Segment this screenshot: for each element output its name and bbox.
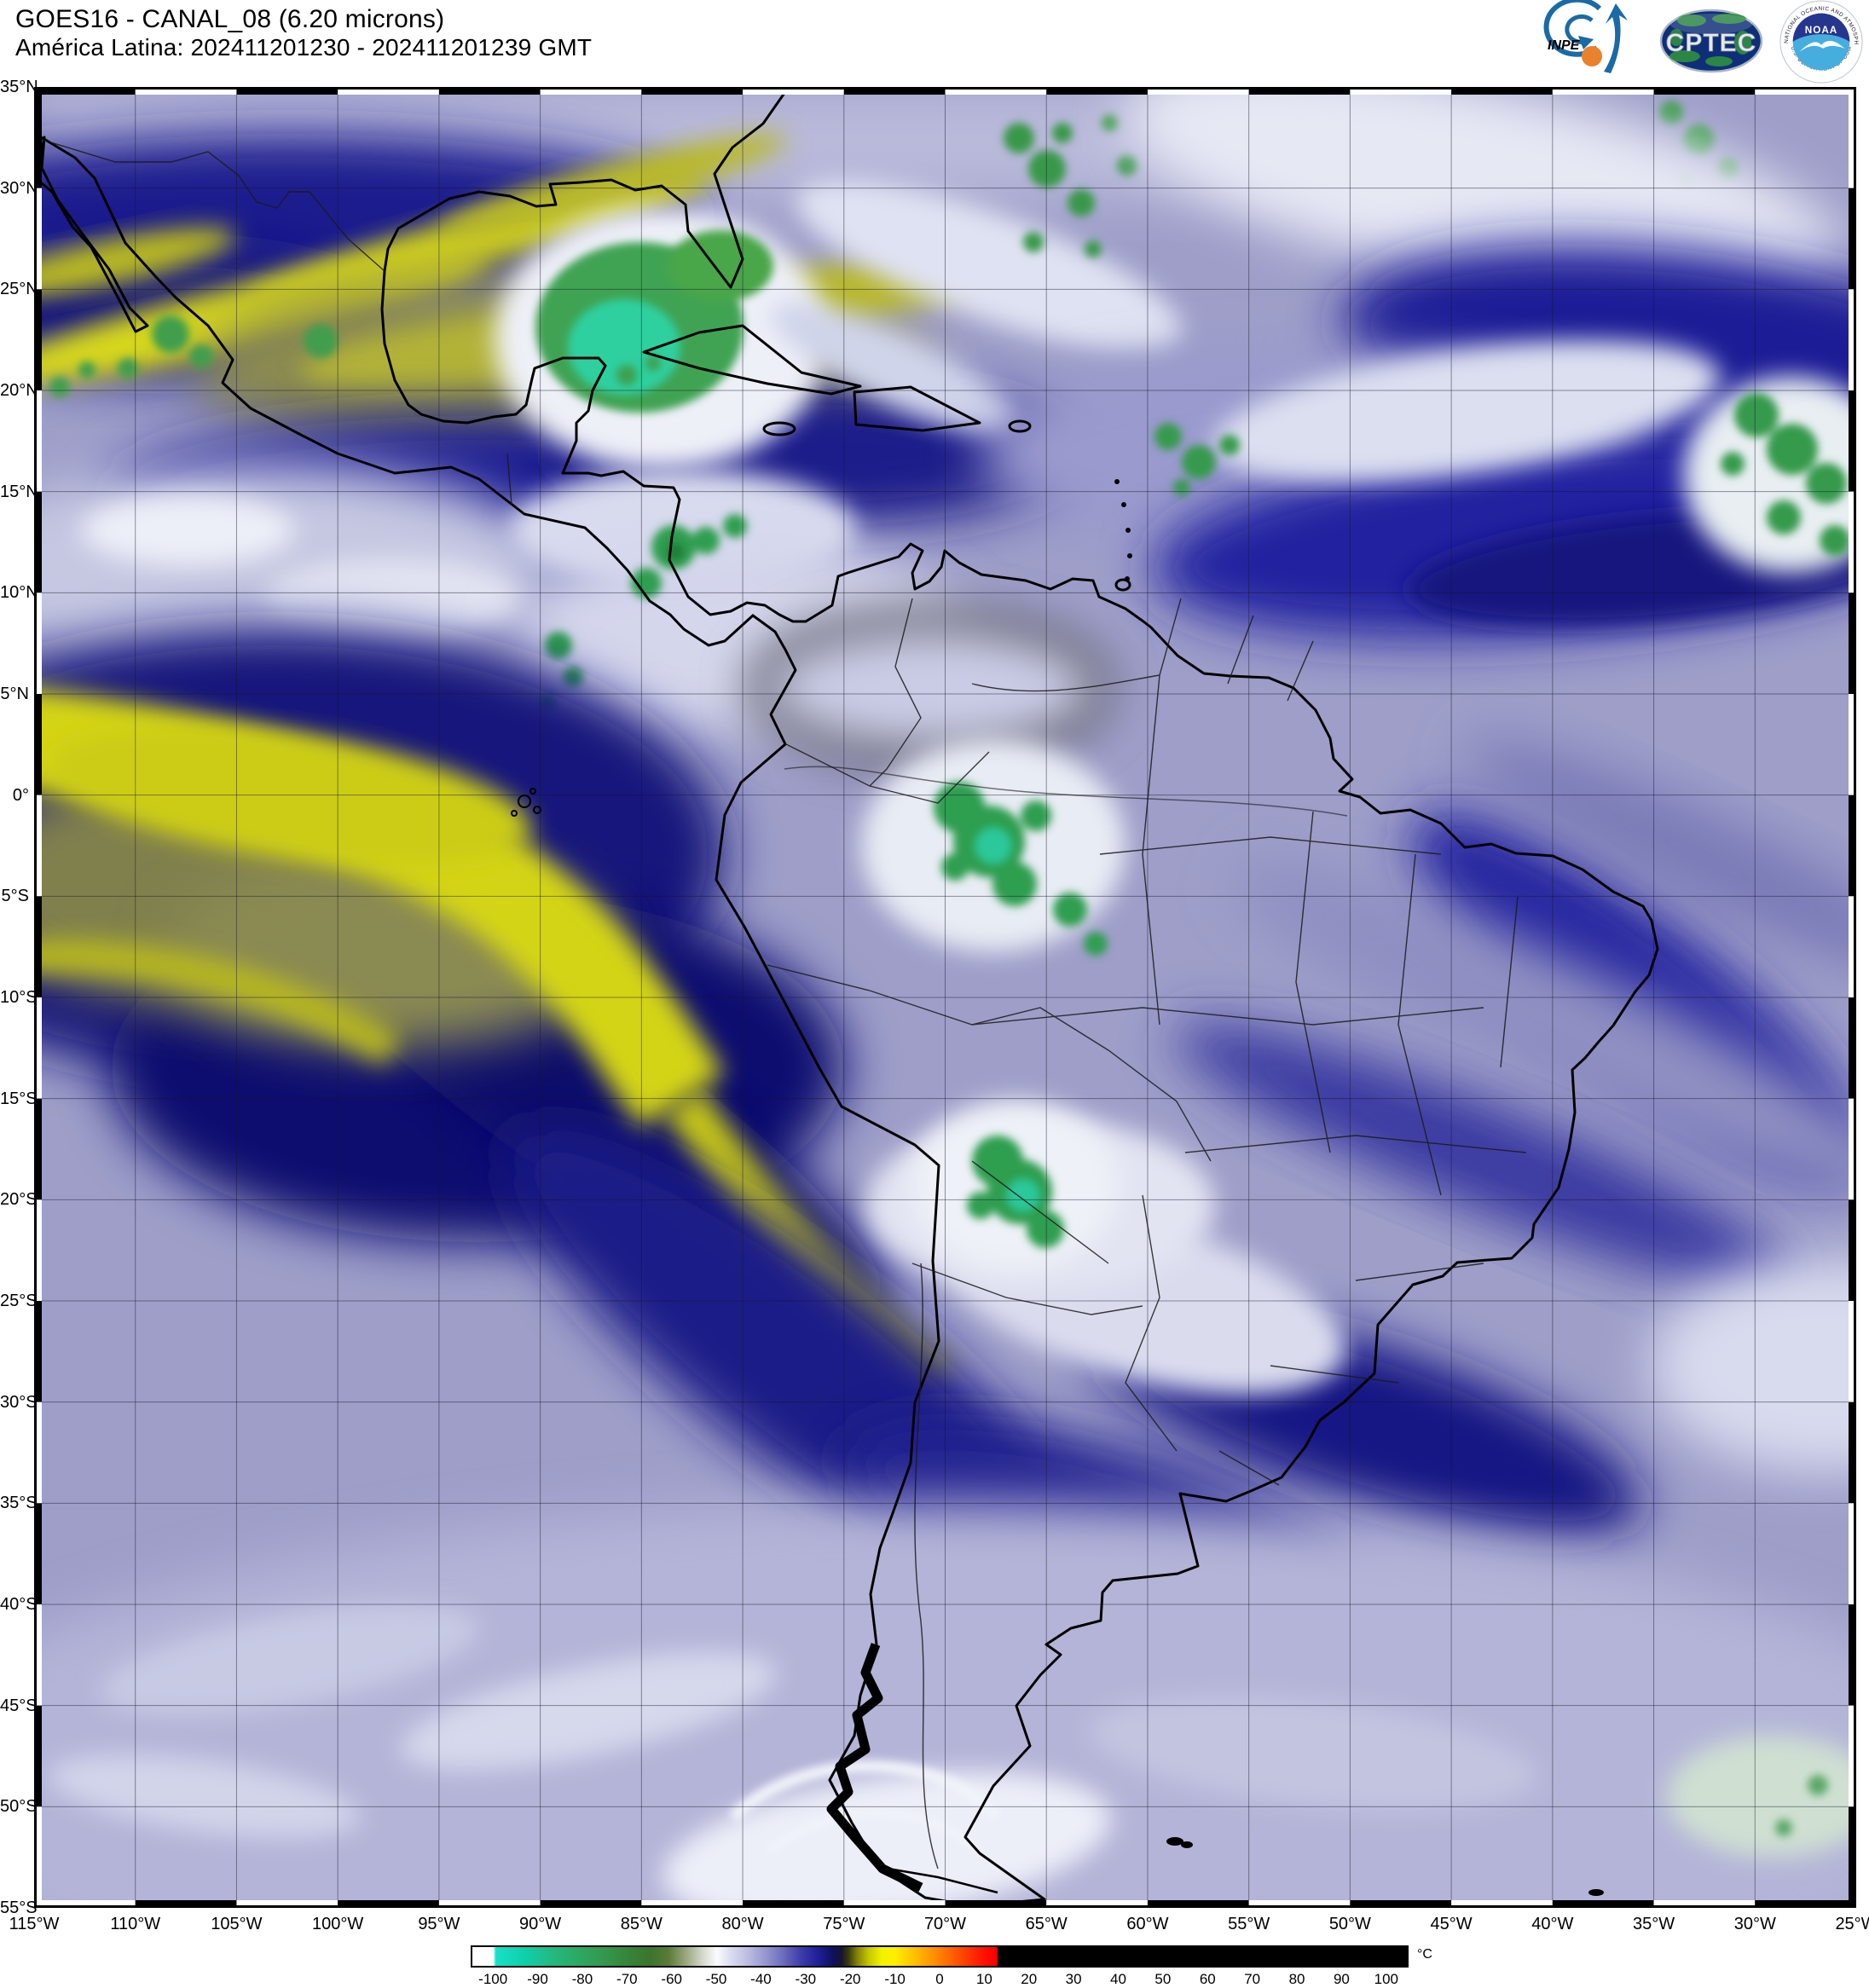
lat-label: 20°N <box>0 381 38 400</box>
lon-label: 70°W <box>923 1915 967 1933</box>
lat-label: 10°N <box>0 583 38 603</box>
coastlines <box>34 87 1659 1908</box>
satellite-map <box>34 87 1856 1908</box>
lon-label: 95°W <box>418 1915 460 1933</box>
map-frame <box>34 87 1856 1908</box>
patagonia-fjords <box>826 1643 923 1892</box>
lon-label: 85°W <box>620 1915 663 1933</box>
satellite-map-image <box>34 87 1856 1908</box>
page-subtitle: América Latina: 202411201230 - 202411201… <box>15 34 593 61</box>
lat-label: 15°N <box>0 482 38 501</box>
colorbar-unit: °C <box>1417 1947 1432 1962</box>
logo-strip: INPE CPTEC NATIONAL OCEANIC AND ATMOSPHE… <box>1537 0 1864 84</box>
colorbar-tick-label: 0 <box>935 1971 944 1987</box>
lat-label: 30°S <box>0 1392 38 1412</box>
lat-label: 5°N <box>0 685 29 703</box>
lon-label: 45°W <box>1430 1915 1473 1933</box>
lat-label: 10°S <box>0 988 38 1007</box>
lat-label: 35°N <box>0 78 38 96</box>
page-title: GOES16 - CANAL_08 (6.20 microns) <box>15 5 445 33</box>
inpe-swirl-icon <box>1543 0 1602 57</box>
lat-label: 55°S <box>0 1898 38 1917</box>
lat-label: 50°S <box>0 1797 38 1817</box>
lon-label: 35°W <box>1632 1915 1675 1933</box>
colorbar-tick-label: -50 <box>705 1971 727 1987</box>
colorbar-tick-label: -20 <box>839 1971 861 1987</box>
colorbar-tick-label: 10 <box>975 1971 992 1987</box>
inpe-arrowhead-icon <box>1578 36 1594 49</box>
lon-label: 55°W <box>1228 1915 1270 1933</box>
noaa-label: NOAA <box>1805 25 1838 36</box>
inpe-inner-arrow-icon <box>1565 14 1594 44</box>
inpe-orange-dot-icon <box>1582 46 1603 66</box>
lat-label: 15°S <box>0 1089 38 1108</box>
lon-label: 75°W <box>823 1915 865 1933</box>
colorbar-tick-label: -90 <box>527 1971 548 1987</box>
lon-label: 105°W <box>211 1915 263 1933</box>
noaa-sky-icon <box>1792 13 1850 42</box>
lat-label: 35°S <box>0 1494 38 1513</box>
colorbar-tick-label: -100 <box>478 1971 508 1987</box>
colorbar-tick-label: 40 <box>1110 1971 1126 1987</box>
lat-label: 45°S <box>0 1696 38 1715</box>
amazon-river <box>784 766 1348 817</box>
lon-label: 100°W <box>312 1915 364 1933</box>
colorbar-tick-label: -70 <box>616 1971 638 1987</box>
lon-label: 25°W <box>1835 1915 1869 1933</box>
inpe-label: INPE <box>1548 38 1581 53</box>
country-borders <box>34 136 1527 1870</box>
colorbar-tick-label: 50 <box>1154 1971 1172 1987</box>
lon-label: 90°W <box>519 1915 562 1933</box>
cptec-logo: CPTEC <box>1659 9 1762 73</box>
cptec-label: CPTEC <box>1665 29 1756 57</box>
lon-label: 110°W <box>110 1915 161 1933</box>
grid-lines <box>34 87 1856 1908</box>
colorbar-tick-label: 30 <box>1065 1971 1082 1987</box>
colorbar-tick-label: -80 <box>571 1971 593 1987</box>
colorbar-tick-label: 60 <box>1199 1971 1216 1987</box>
colorbar-tick-label: -10 <box>884 1971 906 1987</box>
galapagos-icon <box>511 788 541 817</box>
lon-label: 40°W <box>1531 1915 1574 1933</box>
lat-label: 30°N <box>0 178 38 198</box>
lon-label: 50°W <box>1328 1915 1371 1933</box>
colorbar-tick-label: 100 <box>1374 1971 1398 1987</box>
lon-label: 80°W <box>721 1915 764 1933</box>
cptec-globe-gloss <box>1669 14 1752 34</box>
lon-label: 60°W <box>1126 1915 1169 1933</box>
lat-label: 5°S <box>1 887 29 906</box>
colorbar-tick-label: -40 <box>750 1971 772 1987</box>
colorbar <box>471 1945 1409 1968</box>
lat-label: 25°S <box>0 1292 38 1310</box>
inpe-big-arrow-icon <box>1604 3 1629 73</box>
colorbar-tick-label: -60 <box>661 1971 682 1987</box>
lon-label: 30°W <box>1733 1915 1776 1933</box>
small-islands <box>1114 479 1604 1896</box>
lon-label: 65°W <box>1025 1915 1068 1933</box>
colorbar-tick-label: -30 <box>795 1971 817 1987</box>
map-art <box>34 87 1856 1908</box>
lon-label: 115°W <box>9 1915 60 1933</box>
colorbar-tick-label: 90 <box>1333 1971 1350 1987</box>
colorbar-tick-label: 80 <box>1288 1971 1305 1987</box>
cptec-continents-icon <box>1669 14 1751 66</box>
lat-label: 40°S <box>0 1595 38 1614</box>
colorbar-tick-label: 70 <box>1244 1971 1261 1987</box>
colorbar-tick-label: 20 <box>1021 1971 1038 1987</box>
lat-label: 0° <box>12 785 29 805</box>
frame-tick-blocks <box>34 87 1856 1908</box>
inpe-logo: INPE <box>1543 0 1629 73</box>
lat-label: 25°N <box>0 280 38 299</box>
noaa-seagull-icon <box>1799 40 1845 52</box>
noaa-logo: NATIONAL OCEANIC AND ATMOSPHERIC ADMINIS… <box>1779 0 1863 84</box>
lat-label: 20°S <box>0 1190 38 1210</box>
